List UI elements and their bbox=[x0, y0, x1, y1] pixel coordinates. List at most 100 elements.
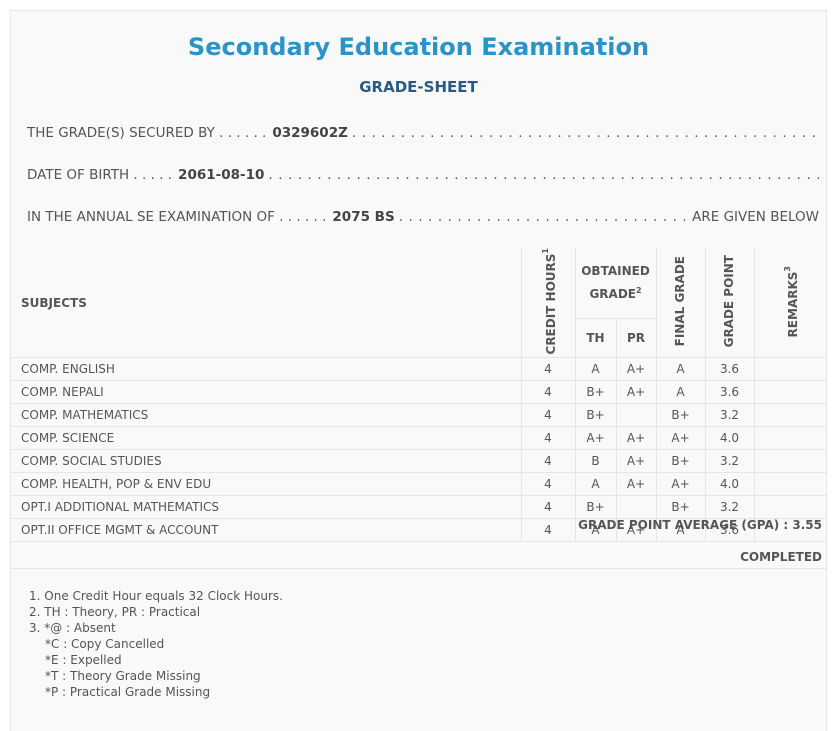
pr-cell: A+ bbox=[615, 449, 657, 474]
pr-cell: A+ bbox=[615, 472, 657, 497]
table-row: COMP. NEPALI 4 B+ A+ A 3.6 bbox=[11, 380, 827, 405]
th-header: TH bbox=[575, 317, 617, 359]
final-grade-cell: B+ bbox=[655, 403, 706, 428]
subject-cell: COMP. HEALTH, POP & ENV EDU bbox=[11, 472, 522, 497]
subject-cell: OPT.II OFFICE MGMT & ACCOUNT bbox=[11, 518, 522, 543]
exam-year: 2075 BS bbox=[332, 209, 395, 225]
footnote-3-theory-missing: *T : Theory Grade Missing bbox=[45, 669, 201, 683]
th-cell: B+ bbox=[574, 403, 617, 428]
pr-cell: A+ bbox=[615, 380, 657, 405]
grade-point-cell: 3.2 bbox=[704, 403, 755, 428]
final-grade-cell: A bbox=[655, 380, 706, 405]
final-grade-cell: A bbox=[655, 518, 706, 543]
footnote-3-practical-missing: *P : Practical Grade Missing bbox=[45, 685, 211, 699]
footnotes: 1. One Credit Hour equals 32 Clock Hours… bbox=[29, 588, 283, 700]
th-cell: B bbox=[574, 449, 617, 474]
credit-cell: 4 bbox=[520, 472, 576, 497]
header-row: SUBJECTS CREDIT HOURS1 OBTAINED GRADE2 F… bbox=[11, 248, 827, 359]
th-cell: B+ bbox=[574, 495, 617, 520]
footnote-2: 2. TH : Theory, PR : Practical bbox=[29, 605, 201, 619]
gpa-summary: GRADE POINT AVERAGE (GPA) : 3.55 bbox=[578, 518, 822, 532]
table-row: COMP. SOCIAL STUDIES 4 B A+ B+ 3.2 bbox=[11, 449, 827, 474]
th-cell: A bbox=[574, 518, 617, 543]
remarks-cell bbox=[753, 357, 827, 382]
remarks-cell bbox=[753, 495, 827, 520]
table-row: OPT.I ADDITIONAL MATHEMATICS 4 B+ B+ 3.2 bbox=[11, 495, 827, 520]
exam-title: Secondary Education Examination bbox=[187, 33, 650, 61]
credit-cell: 4 bbox=[520, 426, 576, 451]
remarks-cell bbox=[753, 403, 827, 428]
dob-label: DATE OF BIRTH . . . . . bbox=[27, 167, 173, 183]
date-of-birth: 2061-08-10 bbox=[178, 167, 265, 183]
status-badge: COMPLETED bbox=[740, 550, 822, 564]
table-row: COMP. ENGLISH 4 A A+ A 3.6 bbox=[11, 357, 827, 382]
subject-cell: COMP. MATHEMATICS bbox=[11, 403, 522, 428]
exam-label: IN THE ANNUAL SE EXAMINATION OF . . . . … bbox=[27, 209, 327, 225]
subheader-row: TH PR bbox=[11, 317, 826, 359]
dot-leader bbox=[399, 209, 688, 225]
remarks-cell bbox=[753, 380, 827, 405]
grade-point-cell: 3.2 bbox=[704, 495, 755, 520]
th-cell: A bbox=[574, 357, 617, 382]
table-row: COMP. SCIENCE 4 A+ A+ A+ 4.0 bbox=[11, 426, 827, 451]
th-cell: A+ bbox=[574, 426, 617, 451]
dob-row: DATE OF BIRTH . . . . . 2061-08-10 bbox=[27, 167, 819, 183]
table-row: COMP. MATHEMATICS 4 B+ B+ 3.2 bbox=[11, 403, 827, 428]
grade-point-header: GRADE POINT bbox=[704, 248, 755, 359]
pr-cell bbox=[615, 495, 657, 520]
pr-cell: A+ bbox=[615, 426, 657, 451]
divider bbox=[11, 568, 826, 569]
table-row: OPT.II OFFICE MGMT & ACCOUNT 4 A A+ A 3.… bbox=[11, 518, 827, 543]
subject-cell: OPT.I ADDITIONAL MATHEMATICS bbox=[11, 495, 522, 520]
grade-sheet: Secondary Education Examination GRADE-SH… bbox=[10, 10, 827, 731]
credit-cell: 4 bbox=[520, 357, 576, 382]
footnote-3: 3. *@ : Absent bbox=[29, 621, 116, 635]
credit-cell: 4 bbox=[520, 449, 576, 474]
secured-by-label: THE GRADE(S) SECURED BY . . . . . . bbox=[27, 125, 267, 141]
grade-point-cell: 4.0 bbox=[704, 426, 755, 451]
subject-cell: COMP. ENGLISH bbox=[11, 357, 522, 382]
pr-cell: A+ bbox=[615, 357, 657, 382]
footnote-1: 1. One Credit Hour equals 32 Clock Hours… bbox=[29, 589, 283, 603]
table-row: COMP. HEALTH, POP & ENV EDU 4 A A+ A+ 4.… bbox=[11, 472, 827, 497]
symbol-number: 0329602Z bbox=[272, 125, 348, 141]
secured-by-row: THE GRADE(S) SECURED BY . . . . . . 0329… bbox=[27, 125, 819, 141]
pr-cell: A+ bbox=[615, 518, 657, 543]
pr-header: PR bbox=[615, 317, 657, 359]
grade-sheet-subtitle: GRADE-SHEET bbox=[359, 78, 478, 96]
final-grade-cell: B+ bbox=[655, 449, 706, 474]
th-cell: A bbox=[574, 472, 617, 497]
final-grade-cell: A bbox=[655, 357, 706, 382]
exam-row: IN THE ANNUAL SE EXAMINATION OF . . . . … bbox=[27, 209, 819, 225]
final-grade-cell: A+ bbox=[655, 472, 706, 497]
final-grade-cell: A+ bbox=[655, 426, 706, 451]
th-cell: B+ bbox=[574, 380, 617, 405]
footnote-3-copy-cancelled: *C : Copy Cancelled bbox=[45, 637, 165, 651]
credit-cell: 4 bbox=[520, 495, 576, 520]
subjects-header: SUBJECTS bbox=[11, 248, 522, 359]
credit-hours-header: CREDIT HOURS1 bbox=[520, 248, 576, 359]
remarks-cell bbox=[753, 472, 827, 497]
credit-cell: 4 bbox=[520, 518, 576, 543]
remarks-header: REMARKS3 bbox=[753, 248, 827, 359]
footnote-3-expelled: *E : Expelled bbox=[45, 653, 122, 667]
pr-cell bbox=[615, 403, 657, 428]
credit-cell: 4 bbox=[520, 380, 576, 405]
subject-cell: COMP. NEPALI bbox=[11, 380, 522, 405]
exam-tail: ARE GIVEN BELOW bbox=[692, 209, 819, 225]
subject-cell: COMP. SOCIAL STUDIES bbox=[11, 449, 522, 474]
dot-leader bbox=[352, 125, 819, 141]
dot-leader bbox=[268, 167, 819, 183]
remarks-cell bbox=[753, 449, 827, 474]
remarks-cell bbox=[753, 518, 827, 543]
credit-cell: 4 bbox=[520, 403, 576, 428]
grade-point-cell: 4.0 bbox=[704, 472, 755, 497]
remarks-cell bbox=[753, 426, 827, 451]
grades-table-wrap: SUBJECTS CREDIT HOURS1 OBTAINED GRADE2 F… bbox=[11, 248, 827, 543]
final-grade-header: FINAL GRADE bbox=[655, 248, 706, 359]
grade-point-cell: 3.6 bbox=[704, 518, 755, 543]
final-grade-cell: B+ bbox=[655, 495, 706, 520]
grade-point-cell: 3.6 bbox=[704, 380, 755, 405]
subject-cell: COMP. SCIENCE bbox=[11, 426, 522, 451]
obtained-grade-header: OBTAINED GRADE2 bbox=[574, 248, 657, 319]
